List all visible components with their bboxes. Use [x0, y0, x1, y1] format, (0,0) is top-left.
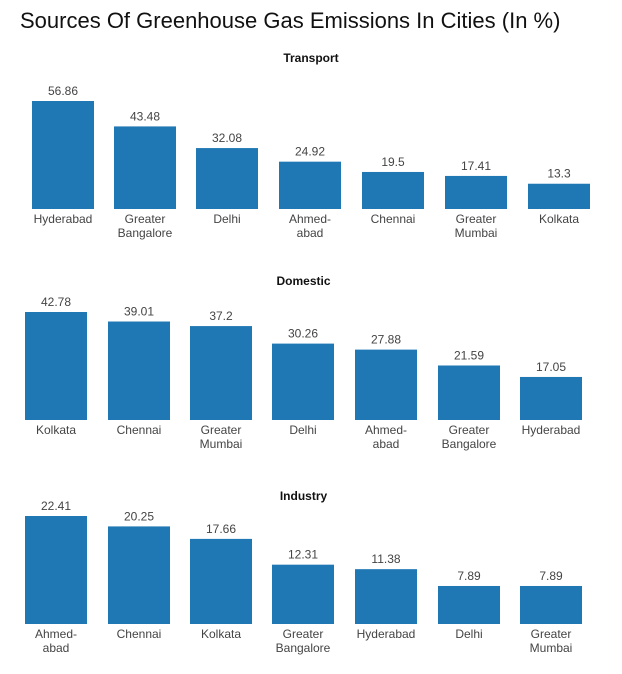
bar — [190, 326, 252, 420]
data-label: 17.05 — [536, 360, 566, 374]
bar — [355, 569, 417, 624]
tick-label: Chennai — [117, 627, 162, 641]
tick-label: Chennai — [371, 212, 416, 226]
page-title: Sources Of Greenhouse Gas Emissions In C… — [20, 8, 561, 33]
tick-label: Ahmed-abad — [289, 212, 331, 240]
tick-label: Kolkata — [201, 627, 241, 641]
data-label: 17.41 — [461, 159, 491, 173]
bar — [108, 526, 170, 624]
bar — [196, 148, 258, 209]
tick-label: Greater Mumbai — [455, 212, 498, 240]
bar — [108, 321, 170, 420]
bar — [272, 564, 334, 624]
data-label: 7.89 — [457, 569, 481, 583]
bar — [25, 312, 87, 420]
data-label: 56.86 — [48, 84, 78, 98]
chart-panel-domestic: Domestic 42.78 Kolkata 39.01 Chennai 37.2 Grea… — [25, 274, 582, 451]
data-label: 19.5 — [381, 155, 405, 169]
data-label: 13.3 — [547, 167, 571, 181]
panel-title: Industry — [280, 489, 328, 503]
data-label: 21.59 — [454, 348, 484, 362]
tick-label: Hyderabad — [34, 212, 93, 226]
data-label: 39.01 — [124, 305, 154, 319]
tick-label: Chennai — [117, 423, 162, 437]
tick-label: Greater Bangalore — [118, 212, 173, 240]
bar — [520, 376, 582, 420]
bar — [190, 538, 252, 624]
tick-label: Delhi — [289, 423, 316, 437]
bar — [32, 101, 94, 209]
tick-label: Greater Mumbai — [530, 627, 573, 655]
bar — [272, 343, 334, 420]
data-label: 22.41 — [41, 499, 71, 513]
data-label: 37.2 — [209, 309, 233, 323]
tick-label: Kolkata — [539, 212, 579, 226]
tick-label: Ahmed-abad — [365, 423, 407, 451]
bar — [520, 585, 582, 624]
tick-label: Greater Bangalore — [276, 627, 331, 655]
tick-label: Ahmed-abad — [35, 627, 77, 655]
chart-panel-transport: Transport 56.86 Hyderabad 43.48 Greater Banga… — [32, 51, 590, 240]
tick-label: Delhi — [213, 212, 240, 226]
tick-label: Greater Bangalore — [442, 423, 497, 451]
bar — [114, 126, 176, 209]
data-label: 11.38 — [371, 552, 400, 566]
data-label: 43.48 — [130, 109, 160, 123]
data-label: 30.26 — [288, 327, 318, 341]
data-label: 27.88 — [371, 333, 401, 347]
chart-panel-industry: Industry 22.41 Ahmed-abad 20.25 Chennai 17.66… — [25, 489, 582, 655]
bar — [25, 516, 87, 624]
bar — [279, 161, 341, 209]
data-label: 20.25 — [124, 509, 154, 523]
panel-title: Domestic — [276, 274, 330, 288]
bar — [438, 365, 500, 420]
bar — [355, 349, 417, 420]
bar — [528, 183, 590, 209]
data-label: 12.31 — [288, 548, 318, 562]
data-label: 32.08 — [212, 131, 242, 145]
panel-title: Transport — [283, 51, 338, 65]
tick-label: Hyderabad — [357, 627, 416, 641]
data-label: 7.89 — [539, 569, 563, 583]
tick-label: Kolkata — [36, 423, 76, 437]
data-label: 24.92 — [295, 145, 325, 159]
data-label: 17.66 — [206, 522, 236, 536]
bar — [445, 175, 507, 209]
bar — [362, 171, 424, 209]
tick-label: Greater Mumbai — [200, 423, 243, 451]
bar — [438, 585, 500, 624]
tick-label: Delhi — [455, 627, 482, 641]
tick-label: Hyderabad — [522, 423, 581, 437]
data-label: 42.78 — [41, 295, 71, 309]
